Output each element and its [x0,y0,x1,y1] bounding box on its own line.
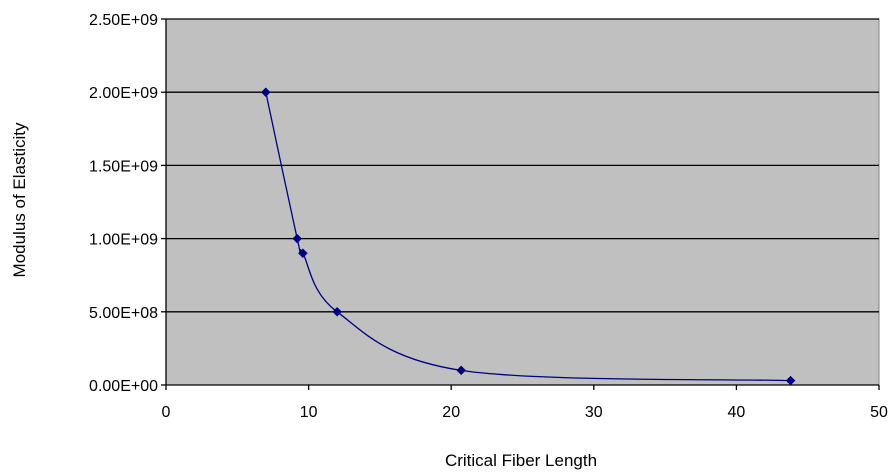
x-tick-label: 0 [162,404,171,421]
data-series [260,87,796,386]
axes [165,19,879,386]
plot-area [165,18,880,386]
y-axis-ticks: 0.00E+00 5.00E+08 1.00E+09 1.50E+09 2.00E+09… [89,12,166,395]
y-tick-label: 1.00E+09 [89,232,158,249]
y-tick-label: 2.50E+09 [89,12,158,29]
x-tick-label: 50 [870,404,888,421]
data-point [260,87,271,98]
gridlines [166,18,879,313]
y-tick-label: 5.00E+08 [89,305,158,322]
x-tick-label: 40 [728,404,746,421]
y-tick-label: 1.50E+09 [89,158,158,175]
x-tick-label: 10 [300,404,318,421]
data-point [332,306,342,317]
data-point [456,365,467,376]
data-point [298,248,308,259]
x-tick-label: 30 [585,404,603,421]
x-axis-title: Critical Fiber Length [445,451,597,470]
x-axis-ticks: 0 10 20 30 40 50 [162,385,888,421]
y-tick-label: 0.00E+00 [89,378,158,395]
x-tick-label: 20 [442,404,460,421]
data-point [785,375,796,386]
data-point [292,233,303,244]
y-tick-label: 2.00E+09 [89,85,158,102]
y-axis-title: Modulus of Elasticity [10,122,29,277]
